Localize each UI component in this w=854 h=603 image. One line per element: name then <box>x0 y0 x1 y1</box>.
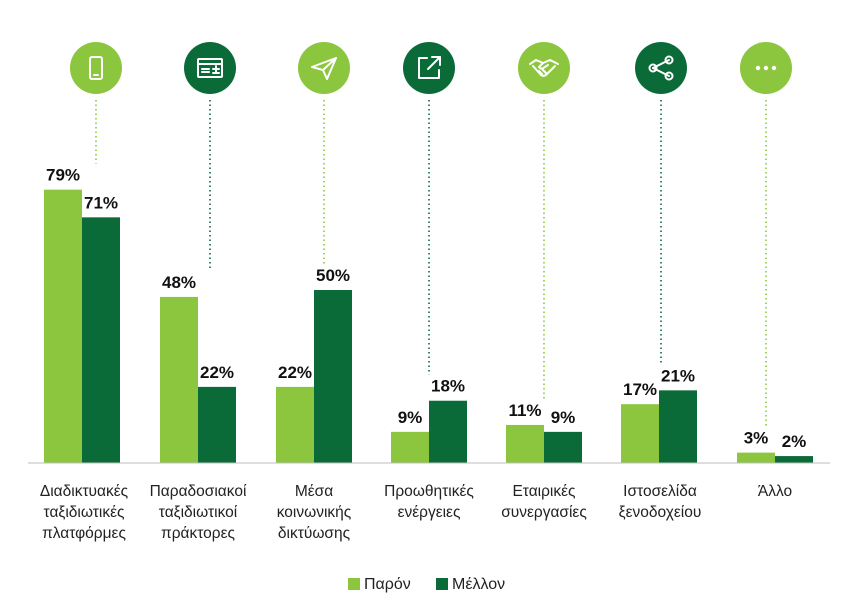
data-label: 11% <box>508 401 541 420</box>
bar <box>314 290 352 463</box>
share-icon <box>635 42 687 94</box>
bar <box>659 390 697 463</box>
category-label: ξενοδοχείου <box>619 504 702 521</box>
data-label: 17% <box>623 380 657 399</box>
category-label: Προωθητικές <box>384 483 474 500</box>
icon-circle <box>70 42 122 94</box>
category-group: 17%21% Ιστοσελίδα ξενοδοχείου <box>619 42 702 521</box>
data-label: 18% <box>431 377 465 396</box>
category-label: Ιστοσελίδα <box>623 483 697 500</box>
handshake-icon <box>518 42 570 94</box>
category-label: κοινωνικής <box>277 504 352 521</box>
legend-label: Μέλλον <box>452 576 505 593</box>
data-label: 9% <box>398 408 423 427</box>
category-label: ενέργειες <box>398 504 461 521</box>
bar <box>276 386 314 463</box>
bar <box>775 456 813 463</box>
data-label: 71% <box>84 193 118 212</box>
smartphone-icon <box>70 42 122 94</box>
bar <box>44 189 82 463</box>
data-label: 48% <box>162 273 196 292</box>
legend-swatch <box>436 578 448 590</box>
category-group: 9% 18% Προωθητικές ενέργειες <box>384 42 474 521</box>
bar <box>198 386 236 463</box>
category-label: συνεργασίες <box>501 504 587 521</box>
data-label: 9% <box>551 408 576 427</box>
category-group: 3% 2% Άλλο <box>737 42 813 500</box>
category-label: Διαδικτυακές <box>40 483 128 500</box>
bar <box>82 217 120 463</box>
bar <box>429 400 467 463</box>
data-label: 50% <box>316 266 350 285</box>
bar <box>737 452 775 463</box>
category-group: 79%71% Διαδικτυακές ταξιδιωτικές πλατφόρμες <box>40 42 128 542</box>
category-label: Παραδοσιακοί <box>150 483 247 500</box>
icon-circle <box>635 42 687 94</box>
bar <box>506 424 544 463</box>
data-label: 22% <box>278 363 312 382</box>
category-group: 22% 50% Μέσα κοινωνικής δικτύωσης <box>276 42 352 542</box>
category-label: ταξιδιωτικές <box>44 504 125 521</box>
external-link-icon <box>403 42 455 94</box>
bar <box>544 431 582 463</box>
bar <box>160 296 198 463</box>
icon-circle <box>184 42 236 94</box>
more-dots-icon <box>740 42 792 94</box>
legend: Παρόν Μέλλον <box>348 576 505 593</box>
data-label: 22% <box>200 363 234 382</box>
category-group: 11% 9% Εταιρικές συνεργασίες <box>501 42 587 521</box>
category-label: ταξιδιωτικοί <box>159 504 238 521</box>
category-label: δικτύωσης <box>278 525 350 542</box>
bar <box>391 431 429 463</box>
calculator-card-icon <box>184 42 236 94</box>
category-label: πλατφόρμες <box>42 525 126 542</box>
category-label: Μέσα <box>295 483 333 500</box>
category-label: Εταιρικές <box>512 483 575 500</box>
data-label: 3% <box>744 429 769 448</box>
legend-item: Μέλλον <box>436 576 505 593</box>
paper-plane-icon <box>298 42 350 94</box>
legend-item: Παρόν <box>348 576 411 593</box>
bar <box>621 404 659 463</box>
data-label: 79% <box>46 166 80 185</box>
category-group: 48% 22% Παραδοσιακοί ταξιδιωτικοί πράκτορες <box>150 42 247 542</box>
category-label: πράκτορες <box>161 525 235 542</box>
category-label: Άλλο <box>758 483 792 500</box>
legend-label: Παρόν <box>364 576 411 593</box>
legend-swatch <box>348 578 360 590</box>
data-label: 2% <box>782 432 807 451</box>
data-label: 21% <box>661 366 695 385</box>
